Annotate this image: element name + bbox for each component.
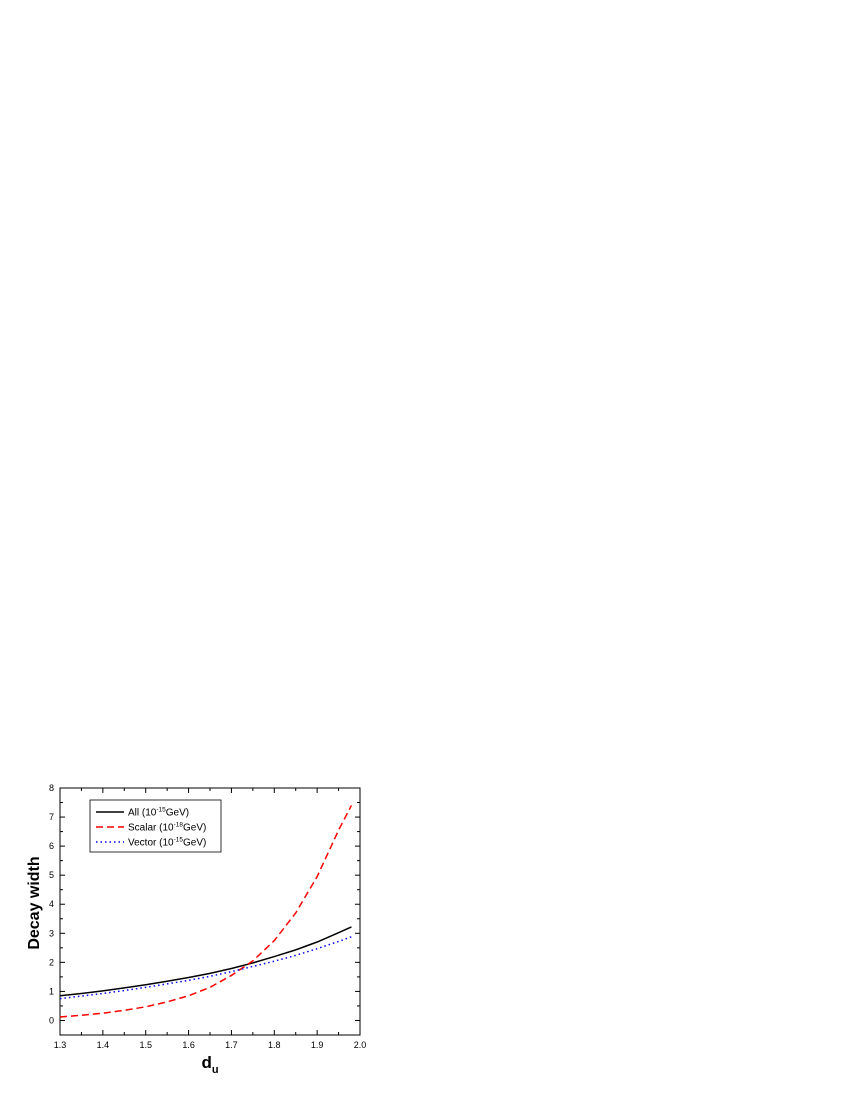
series-line-solid	[59, 926, 352, 997]
legend-label: Scalar (10-18GeV)	[128, 822, 206, 834]
legend-label-exponent: -15	[174, 837, 184, 844]
y-tick-label: 2	[49, 957, 54, 967]
y-tick-label: 8	[49, 783, 54, 793]
y-tick-label: 5	[49, 870, 54, 880]
x-tick-label: 1.7	[225, 1040, 238, 1050]
y-tick-label: 0	[49, 1015, 54, 1025]
y-tick-label: 7	[49, 812, 54, 822]
legend-label-exponent: -18	[174, 822, 184, 829]
series-line-dotted	[59, 936, 352, 1000]
x-axis-title-sub: u	[212, 1064, 219, 1076]
legend-label-main: Scalar (10	[128, 823, 174, 834]
legend-label-main: Vector (10	[128, 838, 174, 849]
legend-label-unit: GeV)	[183, 838, 206, 849]
series-line-dashed	[59, 805, 353, 1018]
x-tick-label: 1.4	[97, 1040, 110, 1050]
y-tick-label: 1	[49, 986, 54, 996]
legend-label: All (10-15GeV)	[128, 807, 189, 819]
x-tick-label: 1.5	[139, 1040, 152, 1050]
x-axis-ticks: 1.3 1.4 1.5 1.6 1.7 1.8 1.9 2.0	[54, 788, 367, 1050]
legend-label-main: All (10	[128, 808, 157, 819]
legend-label-unit: GeV)	[183, 823, 206, 834]
x-tick-label: 2.0	[354, 1040, 367, 1050]
legend-items: All (10-15GeV)Scalar (10-18GeV)Vector (1…	[96, 807, 206, 849]
legend: All (10-15GeV)Scalar (10-18GeV)Vector (1…	[89, 799, 222, 853]
y-tick-label: 3	[49, 928, 54, 938]
y-tick-label: 4	[49, 899, 54, 909]
legend-box	[89, 799, 222, 853]
x-axis-title-main: d	[201, 1053, 211, 1072]
x-tick-label: 1.6	[182, 1040, 195, 1050]
legend-label: Vector (10-15GeV)	[128, 837, 206, 849]
legend-label-exponent: -15	[156, 807, 166, 814]
series-layer	[59, 805, 353, 1018]
y-axis-ticks: 0 1 2 3 4 5 6 7 8	[49, 783, 360, 1036]
y-axis-title: Decay width	[26, 856, 43, 949]
x-tick-label: 1.3	[54, 1040, 67, 1050]
x-axis-title: du	[201, 1053, 218, 1076]
x-tick-label: 1.8	[268, 1040, 281, 1050]
y-tick-label: 6	[49, 841, 54, 851]
x-tick-label: 1.9	[311, 1040, 324, 1050]
legend-label-unit: GeV)	[166, 808, 189, 819]
